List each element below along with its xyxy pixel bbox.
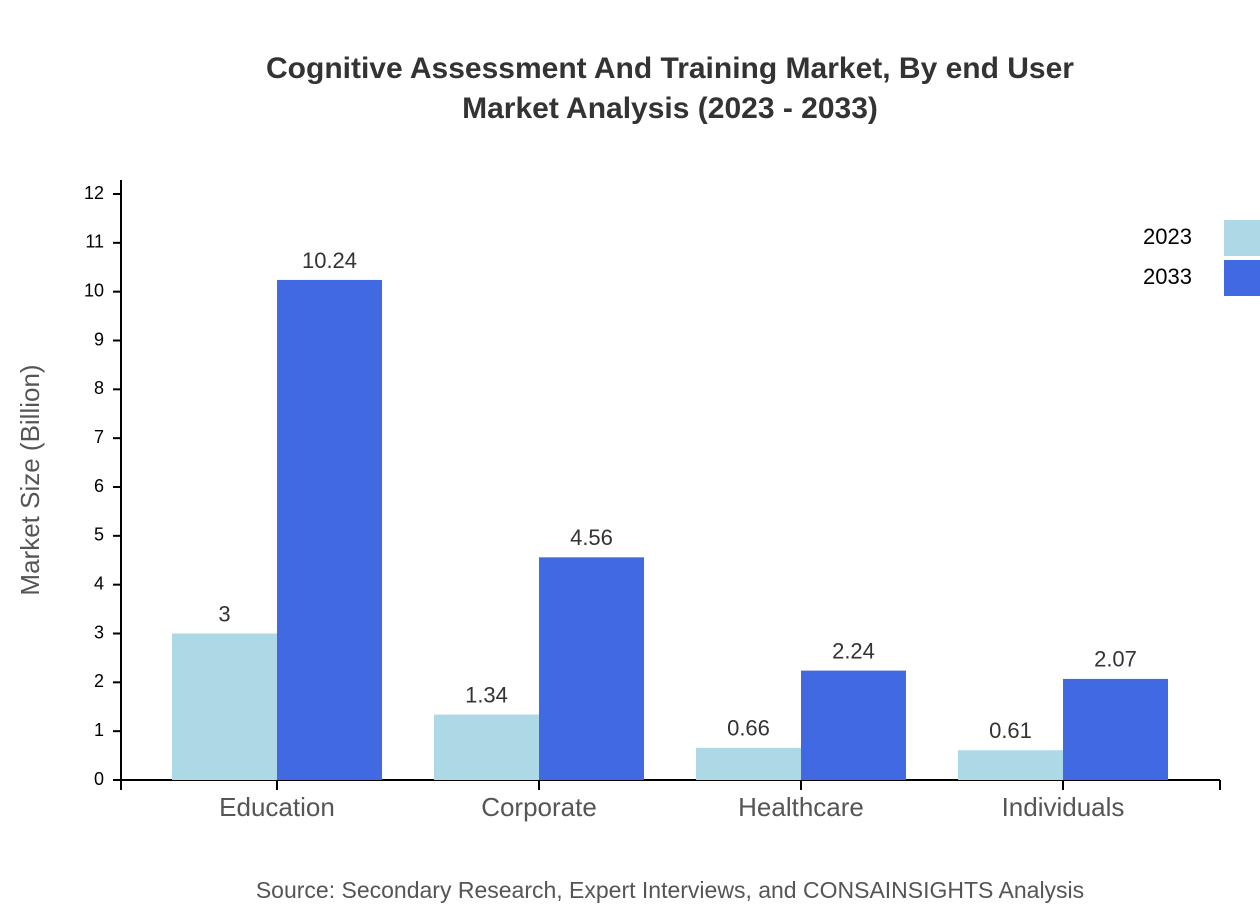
x-tick-label: Corporate: [481, 792, 597, 822]
y-tick-label: 6: [94, 476, 104, 496]
bar: [801, 670, 906, 780]
y-tick-label: 5: [94, 525, 104, 545]
data-label: 3: [218, 601, 230, 626]
source-note: Source: Secondary Research, Expert Inter…: [256, 877, 1084, 903]
bar: [696, 747, 801, 780]
data-label: 2.24: [832, 638, 875, 663]
y-tick-label: 1: [94, 720, 104, 740]
bar: [277, 279, 382, 780]
legend-swatch: [1224, 220, 1260, 256]
data-label: 10.24: [302, 248, 357, 273]
y-axis-label: Market Size (Billion): [15, 364, 45, 595]
chart-title: Market Analysis (2023 - 2033): [462, 92, 878, 125]
data-label: 4.56: [570, 525, 613, 550]
y-tick-label: 0: [94, 769, 104, 789]
y-tick-label: 10: [84, 280, 104, 300]
bar: [539, 557, 644, 780]
y-tick-label: 4: [94, 573, 104, 593]
bar: [958, 750, 1063, 780]
y-tick-label: 8: [94, 378, 104, 398]
x-tick-label: Individuals: [1002, 792, 1125, 822]
bar: [172, 633, 277, 780]
x-tick-label: Education: [219, 792, 335, 822]
legend-swatch: [1224, 260, 1260, 296]
chart-title: Cognitive Assessment And Training Market…: [266, 52, 1074, 85]
y-tick-label: 7: [94, 427, 104, 447]
legend-label: 2033: [1143, 264, 1192, 289]
data-label: 0.61: [989, 718, 1032, 743]
legend-label: 2023: [1143, 224, 1192, 249]
y-tick-label: 9: [94, 329, 104, 349]
y-tick-label: 3: [94, 622, 104, 642]
x-tick-label: Healthcare: [738, 792, 864, 822]
data-label: 1.34: [465, 682, 508, 707]
y-tick-label: 12: [84, 183, 104, 203]
data-label: 2.07: [1094, 647, 1137, 672]
bar: [1063, 678, 1168, 780]
y-tick-label: 11: [85, 232, 104, 252]
data-label: 0.66: [727, 716, 770, 741]
bar: [434, 714, 539, 780]
y-tick-label: 2: [94, 671, 104, 691]
